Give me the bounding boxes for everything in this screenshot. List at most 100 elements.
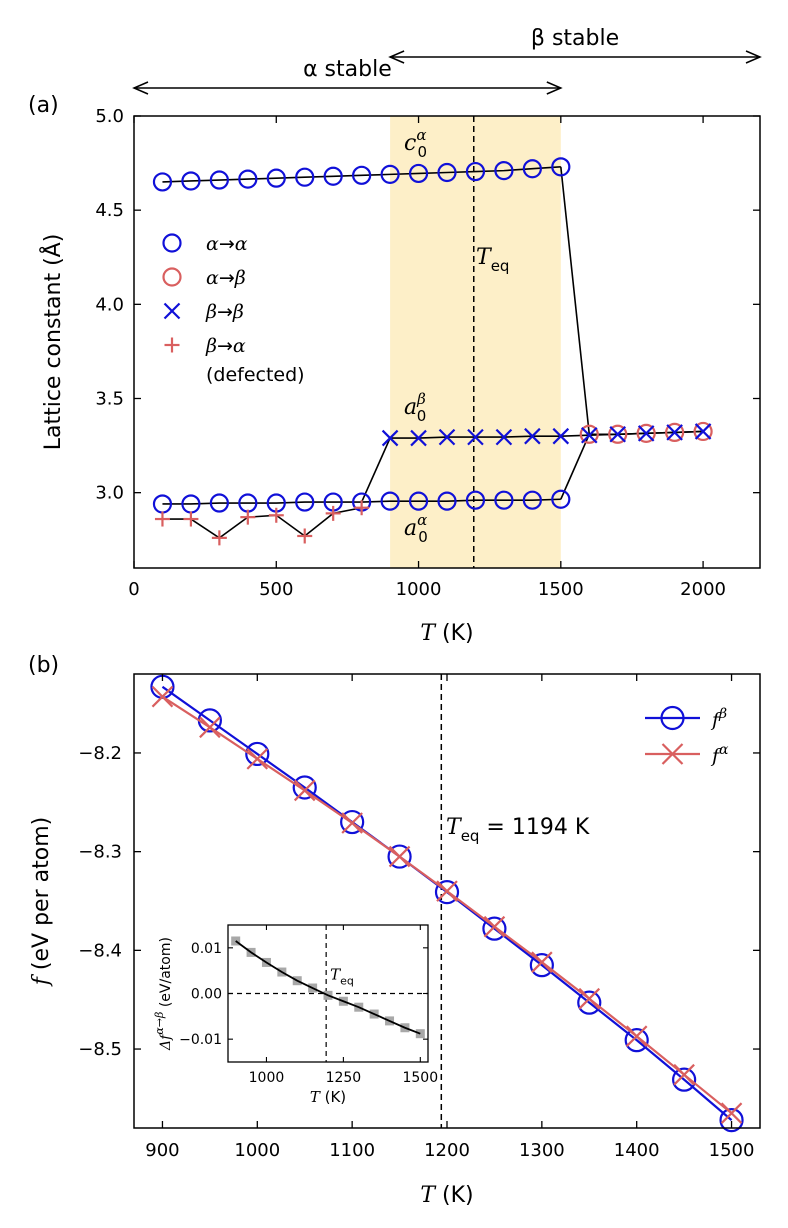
panel-a-xtick-label: 500	[259, 579, 293, 600]
panel-b-point-s0-10	[624, 1028, 649, 1053]
inset-ylabel: Δfα→β (eV/atom)	[153, 937, 174, 1051]
panel-a-point-s1-8	[380, 491, 400, 511]
panel-b-point-s1-3-stroke2	[293, 779, 316, 802]
panel-b-xtick-label: 1000	[234, 1140, 280, 1161]
panel-b-teq-annotation: Teq = 1194 K	[446, 815, 590, 845]
panel-a-label: (a)	[28, 93, 59, 118]
panel-a-point-s3-8	[609, 426, 627, 443]
panel-b-legend-label: fα	[710, 742, 729, 767]
panel-b-point-s1-11	[673, 1063, 695, 1086]
panel-a-point-s3-2-stroke2	[438, 428, 456, 446]
panel-b-xlabel: T (K)	[420, 1183, 473, 1208]
panel-b-point-s0-3	[292, 775, 317, 800]
panel-a-point-s0-9	[408, 163, 429, 184]
panel-a-point-s2-4	[693, 421, 713, 442]
panel-a-point-s0-12	[494, 161, 514, 181]
inset-teq-annotation: Teq	[330, 966, 354, 988]
annotation-a0-beta: aβ 0	[404, 390, 426, 425]
panel-b-point-s1-0	[151, 685, 174, 708]
panel-b-xtick-label: 1400	[614, 1140, 660, 1161]
beta-stable-label: β stable	[531, 26, 619, 51]
panel-b-point-s0-8	[529, 953, 554, 978]
panel-b-point-s1-9-stroke2	[578, 987, 601, 1010]
alpha-arrowhead-left	[132, 81, 149, 95]
beta-arrowhead-right	[745, 50, 762, 64]
panel-a-point-s0-8	[380, 164, 400, 184]
inset-fit-line	[235, 940, 421, 1035]
panel-a-legend-label: (defected)	[206, 364, 305, 386]
panel-a-point-s4-5	[297, 528, 313, 544]
panel-a-point-s3-10	[666, 424, 683, 441]
panel-b-ytick-label: −8.2	[78, 743, 122, 764]
panel-b-point-s0-12	[719, 1108, 744, 1133]
panel-b-point-s1-8	[531, 951, 553, 973]
panel-a-legend-marker-3	[164, 337, 180, 353]
panel-a-point-s3-6	[552, 427, 570, 445]
panel-b-point-s0-2	[245, 741, 270, 767]
panel-a-legend-marker-2-stroke2	[163, 302, 181, 320]
beta-arrowhead-left	[388, 50, 405, 64]
panel-b-point-s1-6-stroke2	[436, 880, 458, 902]
panel-b-point-s0-9	[577, 990, 602, 1015]
panel-a-point-s4-1	[183, 511, 199, 527]
panel-a-point-s3-3-stroke2	[467, 428, 484, 446]
alpha-arrowhead-right	[546, 81, 563, 95]
panel-a-point-s3-5-stroke2	[524, 427, 541, 445]
panel-a-point-s3-1-stroke2	[410, 429, 427, 447]
panel-a-ytick-label: 4.5	[95, 200, 124, 221]
panel-a-point-s2-3	[665, 422, 685, 442]
panel-a-point-s0-6	[323, 166, 343, 186]
panel-a-legend-label: α→β	[206, 267, 246, 289]
panel-b-point-s0-5	[387, 844, 412, 869]
panel-b-point-s0-4	[340, 809, 365, 835]
inset-xlabel: T (K)	[310, 1088, 346, 1106]
inset-xtick-label: 1250	[326, 1070, 362, 1086]
panel-a-point-s0-1	[181, 171, 201, 191]
panel-a-xtick-label: 0	[128, 579, 139, 600]
panel-a-point-s3-0-stroke2	[381, 429, 399, 447]
panel-a-point-s0-4	[266, 168, 286, 188]
panel-b-legend-marker-0	[660, 705, 685, 731]
panel-b-point-s1-0-stroke2	[151, 685, 174, 708]
panel-a-point-s3-7-stroke2	[580, 426, 598, 444]
panel-a-point-s3-4	[495, 428, 513, 446]
panel-b-point-s1-5-stroke2	[388, 845, 411, 868]
panel-a-legend-label: β→β	[205, 301, 244, 323]
panel-b-point-s1-10-stroke2	[625, 1025, 648, 1047]
panel-b-point-s1-1-stroke2	[199, 716, 221, 739]
panel-a-ylabel: Lattice constant (Å)	[39, 234, 66, 451]
panel-b-point-s1-5	[388, 845, 411, 868]
panel-a-frame	[133, 115, 761, 569]
panel-b-xtick-label: 900	[145, 1140, 179, 1161]
panel-a-point-s3-2	[438, 428, 456, 446]
panel-b-point-s1-3	[293, 779, 316, 802]
panel-a-ytick-label: 5.0	[95, 106, 124, 127]
panel-a-point-s1-2	[209, 493, 229, 513]
panel-b-point-s1-2	[246, 748, 269, 770]
panel-a-point-s0-3	[238, 169, 258, 189]
panel-b-ytick-label: −8.4	[78, 940, 122, 961]
panel-a-point-s1-13	[522, 490, 542, 510]
panel-a-point-s3-9-stroke2	[637, 425, 655, 442]
panel-b-point-s1-11-stroke2	[673, 1063, 695, 1086]
panel-a-connector-1	[560, 433, 591, 500]
panel-a-xlabel: T (K)	[420, 621, 473, 646]
panel-b-point-s1-1	[199, 716, 221, 739]
panel-a-point-s1-5	[295, 492, 315, 512]
alpha-stable-label: α stable	[303, 57, 392, 82]
panel-a-point-s1-12	[494, 490, 514, 510]
annotation-a0-alpha: aα 0	[404, 511, 428, 546]
panel-a-point-s1-10	[437, 491, 457, 511]
panel-a-point-s0-14	[551, 157, 571, 177]
panel-b-point-s1-2-stroke2	[246, 748, 269, 770]
panel-a-point-s3-8-stroke2	[609, 426, 627, 443]
panel-a-connector-2	[360, 437, 391, 503]
panel-a-point-s4-7	[354, 500, 370, 516]
panel-a-point-s0-5	[295, 167, 315, 187]
panel-b-legend-marker-1	[661, 743, 684, 765]
panel-b-point-s1-7-stroke2	[483, 915, 506, 938]
panel-b-xtick-label: 1300	[519, 1140, 565, 1161]
panel-a-xtick-label: 1000	[396, 579, 442, 600]
inset-ytick-label: 0.00	[191, 987, 222, 1003]
